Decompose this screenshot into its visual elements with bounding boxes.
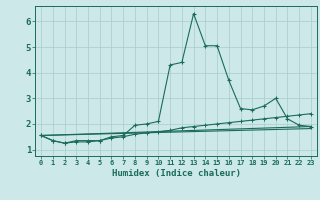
- X-axis label: Humidex (Indice chaleur): Humidex (Indice chaleur): [111, 169, 241, 178]
